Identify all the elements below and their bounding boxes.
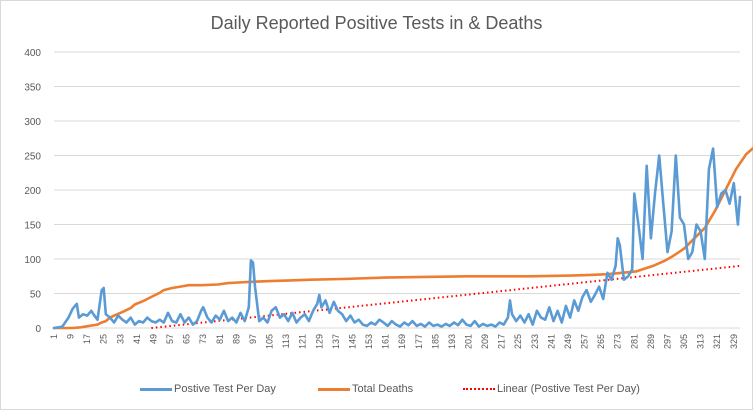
x-tick-label: 321 — [712, 334, 722, 349]
y-tick-label: 400 — [24, 48, 41, 59]
legend-item-linear-trend[interactable]: Linear (Postive Test Per Day) — [463, 383, 640, 395]
x-tick-label: 289 — [646, 334, 656, 349]
x-tick-label: 81 — [215, 334, 225, 344]
x-tick-label: 145 — [347, 334, 357, 349]
legend-item-positive-tests[interactable]: Postive Test Per Day — [140, 383, 276, 395]
x-axis-tick-labels: 1 9 17 25 33 41 49 57 65 73 81 89 97 105 113 121 129 137 1… — [49, 334, 739, 349]
x-tick-label: 169 — [397, 334, 407, 349]
x-tick-label: 1 — [49, 334, 59, 339]
x-tick-label: 233 — [530, 334, 540, 349]
x-tick-label: 329 — [729, 334, 739, 349]
y-tick-label: 350 — [24, 83, 41, 94]
y-axis-tick-labels: 0 50 100 150 200 250 300 350 400 — [24, 48, 41, 335]
x-tick-label: 129 — [314, 334, 324, 349]
x-tick-label: 73 — [198, 334, 208, 344]
legend-label-total-deaths: Total Deaths — [352, 383, 414, 395]
x-tick-label: 89 — [231, 334, 241, 344]
x-tick-label: 17 — [82, 334, 92, 344]
x-tick-label: 49 — [148, 334, 158, 344]
x-tick-label: 313 — [696, 334, 706, 349]
x-tick-label: 249 — [563, 334, 573, 349]
x-tick-label: 65 — [182, 334, 192, 344]
y-tick-label: 150 — [24, 221, 41, 232]
x-tick-label: 41 — [132, 334, 142, 344]
legend-item-total-deaths[interactable]: Total Deaths — [318, 383, 413, 395]
x-tick-label: 105 — [265, 334, 275, 349]
legend: Postive Test Per Day Total Deaths Linear… — [0, 383, 753, 403]
x-tick-label: 121 — [298, 334, 308, 349]
x-tick-label: 177 — [414, 334, 424, 349]
x-tick-label: 225 — [513, 334, 523, 349]
gridlines — [54, 51, 740, 294]
x-tick-label: 161 — [381, 334, 391, 349]
x-tick-label: 185 — [430, 334, 440, 349]
legend-label-linear-trend: Linear (Postive Test Per Day) — [497, 383, 640, 395]
x-tick-label: 305 — [679, 334, 689, 349]
x-tick-label: 217 — [497, 334, 507, 349]
x-tick-label: 137 — [331, 334, 341, 349]
y-tick-label: 0 — [35, 324, 41, 335]
y-tick-label: 250 — [24, 152, 41, 163]
legend-swatch-positive-tests — [140, 387, 172, 391]
x-tick-label: 241 — [546, 334, 556, 349]
legend-swatch-linear-trend — [463, 388, 495, 390]
series-line-total-deaths — [52, 146, 753, 330]
y-tick-label: 100 — [24, 255, 41, 266]
series-layer — [52, 146, 753, 330]
x-tick-label: 201 — [464, 334, 474, 349]
x-tick-label: 297 — [662, 334, 672, 349]
x-tick-label: 97 — [248, 334, 258, 344]
x-tick-label: 209 — [480, 334, 490, 349]
x-tick-label: 9 — [66, 334, 76, 339]
x-tick-label: 273 — [613, 334, 623, 349]
series-line-postive-test-per-day — [52, 147, 742, 330]
chart-title: Daily Reported Positive Tests in & Death… — [210, 13, 543, 33]
x-tick-label: 281 — [629, 334, 639, 349]
x-tick-label: 57 — [165, 334, 175, 344]
x-tick-label: 153 — [364, 334, 374, 349]
y-tick-label: 200 — [24, 186, 41, 197]
series-line-linear-postive-test-per-day — [151, 264, 741, 329]
x-tick-label: 25 — [99, 334, 109, 344]
x-tick-label: 33 — [115, 334, 125, 344]
x-tick-label: 257 — [580, 334, 590, 349]
legend-label-positive-tests: Postive Test Per Day — [174, 383, 276, 395]
plot-area: 0 50 100 150 200 250 300 350 400 1 9 17 25 33 41 49 57 6… — [24, 48, 753, 349]
x-tick-label: 193 — [447, 334, 457, 349]
x-tick-label: 113 — [281, 334, 291, 348]
x-tick-label: 265 — [596, 334, 606, 349]
legend-swatch-total-deaths — [318, 387, 350, 391]
y-tick-label: 50 — [30, 290, 42, 301]
y-tick-label: 300 — [24, 117, 41, 128]
